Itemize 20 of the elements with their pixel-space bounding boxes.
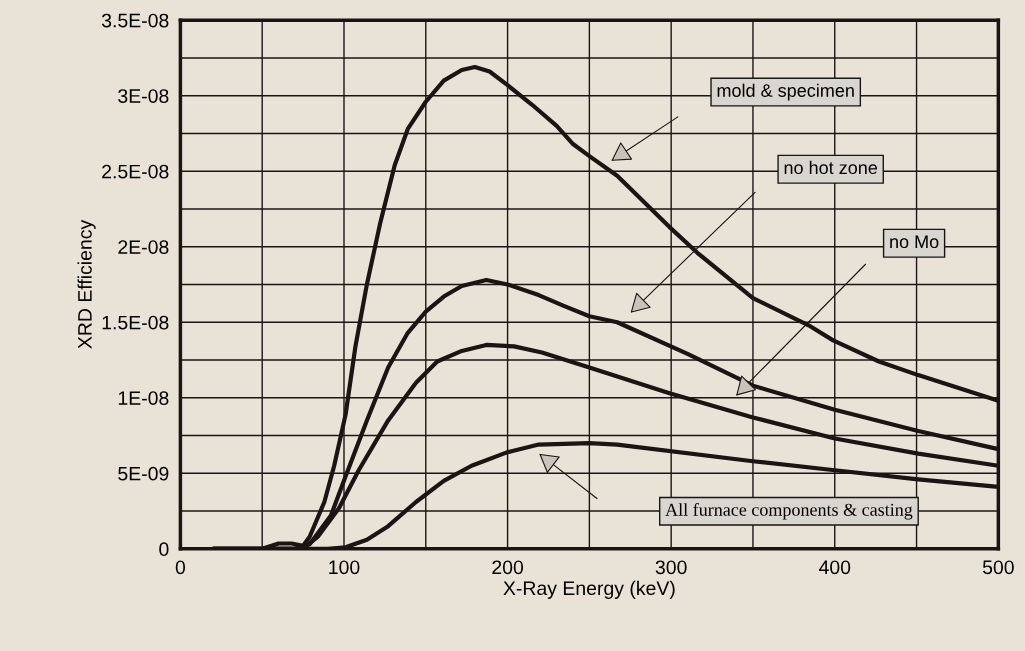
y-tick-label: 1E-08 [118, 391, 169, 405]
y-tick-label: 3E-08 [118, 89, 169, 103]
y-tick-label: 0 [159, 542, 169, 557]
x-tick-label: 100 [329, 560, 360, 575]
annotation: mold & specimen [717, 83, 854, 101]
x-tick-label: 500 [982, 560, 1014, 575]
y-tick-label: 3.5E-08 [101, 13, 169, 28]
y-axis-title: XRD Efficiency [77, 219, 96, 349]
y-tick-label: 5E-09 [118, 466, 169, 481]
y-tick-label: 2.5E-08 [102, 164, 169, 179]
annotation: All furnace components & casting [665, 502, 913, 520]
x-tick-label: 0 [175, 560, 186, 575]
annotation: no Mo [890, 235, 939, 249]
x-tick-label: 300 [655, 560, 687, 575]
x-tick-label: 400 [818, 560, 851, 575]
annotation: no hot zone [784, 160, 878, 175]
x-tick-label: 200 [492, 560, 524, 575]
y-tick-label: 2E-08 [118, 240, 169, 254]
x-axis-title: X-Ray Energy (keV) [503, 580, 675, 599]
y-tick-label: 1.5E-08 [102, 315, 169, 330]
